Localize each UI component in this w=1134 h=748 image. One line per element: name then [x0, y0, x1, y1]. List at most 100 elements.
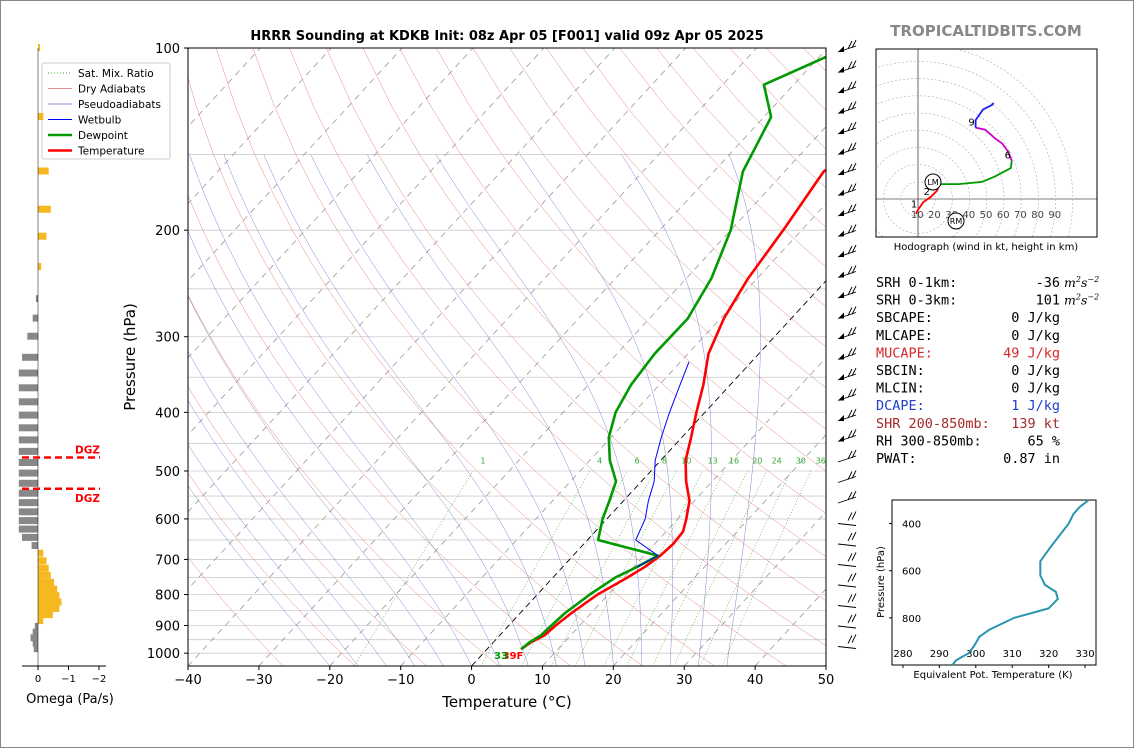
omega-bar [38, 585, 58, 593]
moist-adiabat [188, 230, 472, 666]
isotherm-line [188, 48, 757, 666]
wind-barb [837, 490, 857, 504]
dry-adiabat [472, 48, 826, 430]
x-tick-label: 30 [676, 673, 693, 688]
wind-barb [837, 367, 857, 381]
theta-x-tick-label: 280 [893, 649, 912, 660]
omega-bar [38, 598, 62, 606]
index-value: 0 J/kg [1011, 328, 1060, 344]
omega-bar [18, 424, 38, 432]
omega-bar [18, 398, 38, 406]
omega-bar [18, 517, 38, 525]
sounding-indices: SRH 0-1km: -36 m2s−2 SRH 0-3km: 101 m2s−2 SBCA… [876, 275, 1099, 467]
dry-adiabat [803, 48, 826, 72]
svg-text:LM: LM [927, 178, 938, 187]
isotherm-line [188, 48, 474, 359]
moist-adiabat [188, 444, 359, 666]
theta-x-tick-label: 320 [1039, 649, 1058, 660]
mixing-ratio-line [626, 470, 725, 666]
wind-barb [837, 306, 857, 319]
omega-bar [38, 557, 47, 565]
mixing-ratio-label: 10 [681, 456, 691, 465]
omega-tick-label: −1 [61, 674, 76, 685]
hodo-ring [900, 181, 936, 217]
omega-bar [38, 205, 51, 213]
index-unit: m2s−2 [1064, 275, 1099, 290]
dry-adiabat [546, 48, 826, 348]
x-tick-label: −10 [387, 673, 414, 688]
legend-box [41, 62, 171, 160]
wind-barb [837, 531, 857, 547]
omega-bar [18, 508, 38, 516]
hodo-segment [974, 102, 995, 128]
x-tick-label: −40 [174, 673, 201, 688]
isotherm-line [329, 126, 826, 666]
y-tick-label: 1000 [147, 647, 180, 662]
moist-adiabat [621, 154, 712, 666]
hodo-height-label: 6 [1005, 151, 1011, 162]
dry-adiabat [289, 48, 826, 646]
omega-bar [38, 113, 44, 120]
wetbulb-profile [635, 361, 690, 568]
index-value: -36 [1036, 275, 1060, 291]
moist-adiabat [223, 154, 529, 666]
omega-bar [18, 384, 38, 392]
omega-bar [22, 533, 38, 541]
omega-bar [38, 44, 41, 51]
omega-bar [38, 549, 44, 557]
surface-dew-label: 33 [494, 651, 508, 662]
hodograph-panel: 102030405060708090 12369LMRM Hodograph (… [875, 22, 1098, 253]
wind-barb [837, 470, 857, 483]
x-tick-label: −30 [245, 673, 272, 688]
legend-label: Pseudoadiabats [78, 99, 161, 111]
chart-title: HRRR Sounding at KDKB Init: 08z Apr 05 [… [250, 29, 763, 44]
wind-barb [837, 265, 857, 278]
omega-axis-label: Omega (Pa/s) [26, 692, 114, 707]
hodo-height-label: 9 [968, 118, 974, 129]
moist-adiabat [188, 400, 387, 666]
hodo-ring-label: 90 [1048, 210, 1061, 221]
omega-bar [27, 332, 38, 340]
omega-bar [18, 469, 38, 477]
omega-bar [31, 542, 38, 549]
index-label: MLCIN: [876, 381, 925, 397]
dry-adiabat [252, 48, 787, 666]
index-label: SHR 200-850mb: [876, 416, 990, 432]
theta-y-tick-label: 800 [902, 614, 921, 625]
wind-barbs [837, 39, 857, 649]
mixing-ratio-label: 36 [816, 456, 826, 465]
mixing-ratio-line [603, 470, 704, 666]
mixing-ratio-line [700, 470, 792, 666]
omega-bar [32, 314, 38, 322]
y-tick-label: 200 [155, 224, 180, 239]
mixing-ratio-label: 16 [729, 456, 739, 465]
x-tick-label: 0 [467, 673, 475, 688]
legend-label: Temperature [77, 146, 145, 158]
hodograph-label: Hodograph (wind in kt, height in km) [894, 242, 1079, 253]
mixing-ratio-line [551, 470, 655, 666]
dry-adiabat [509, 48, 826, 389]
dry-adiabat [188, 294, 499, 666]
hodo-segment [975, 126, 1013, 161]
omega-bar [38, 617, 44, 625]
omega-bar [18, 459, 38, 466]
index-value: 101 [1036, 293, 1060, 309]
omega-bar [18, 489, 38, 497]
index-label: SRH 0-1km: [876, 275, 957, 291]
isotherm-line [825, 665, 826, 666]
index-label: MUCAPE: [876, 345, 933, 361]
wind-barb [837, 593, 857, 608]
moist-adiabat [310, 154, 586, 666]
moist-adiabat [726, 154, 761, 666]
theta-x-tick-label: 300 [966, 649, 985, 660]
theta-e-y-label: Pressure (hPa) [876, 546, 887, 618]
wind-barb [837, 285, 857, 299]
y-tick-label: 700 [155, 553, 180, 568]
x-tick-label: −20 [316, 673, 343, 688]
temperature-profile [520, 168, 826, 651]
theta-x-tick-label: 310 [1003, 649, 1022, 660]
y-tick-label: 800 [155, 589, 180, 604]
dry-adiabat [188, 386, 428, 666]
index-label: SBCAPE: [876, 310, 933, 326]
